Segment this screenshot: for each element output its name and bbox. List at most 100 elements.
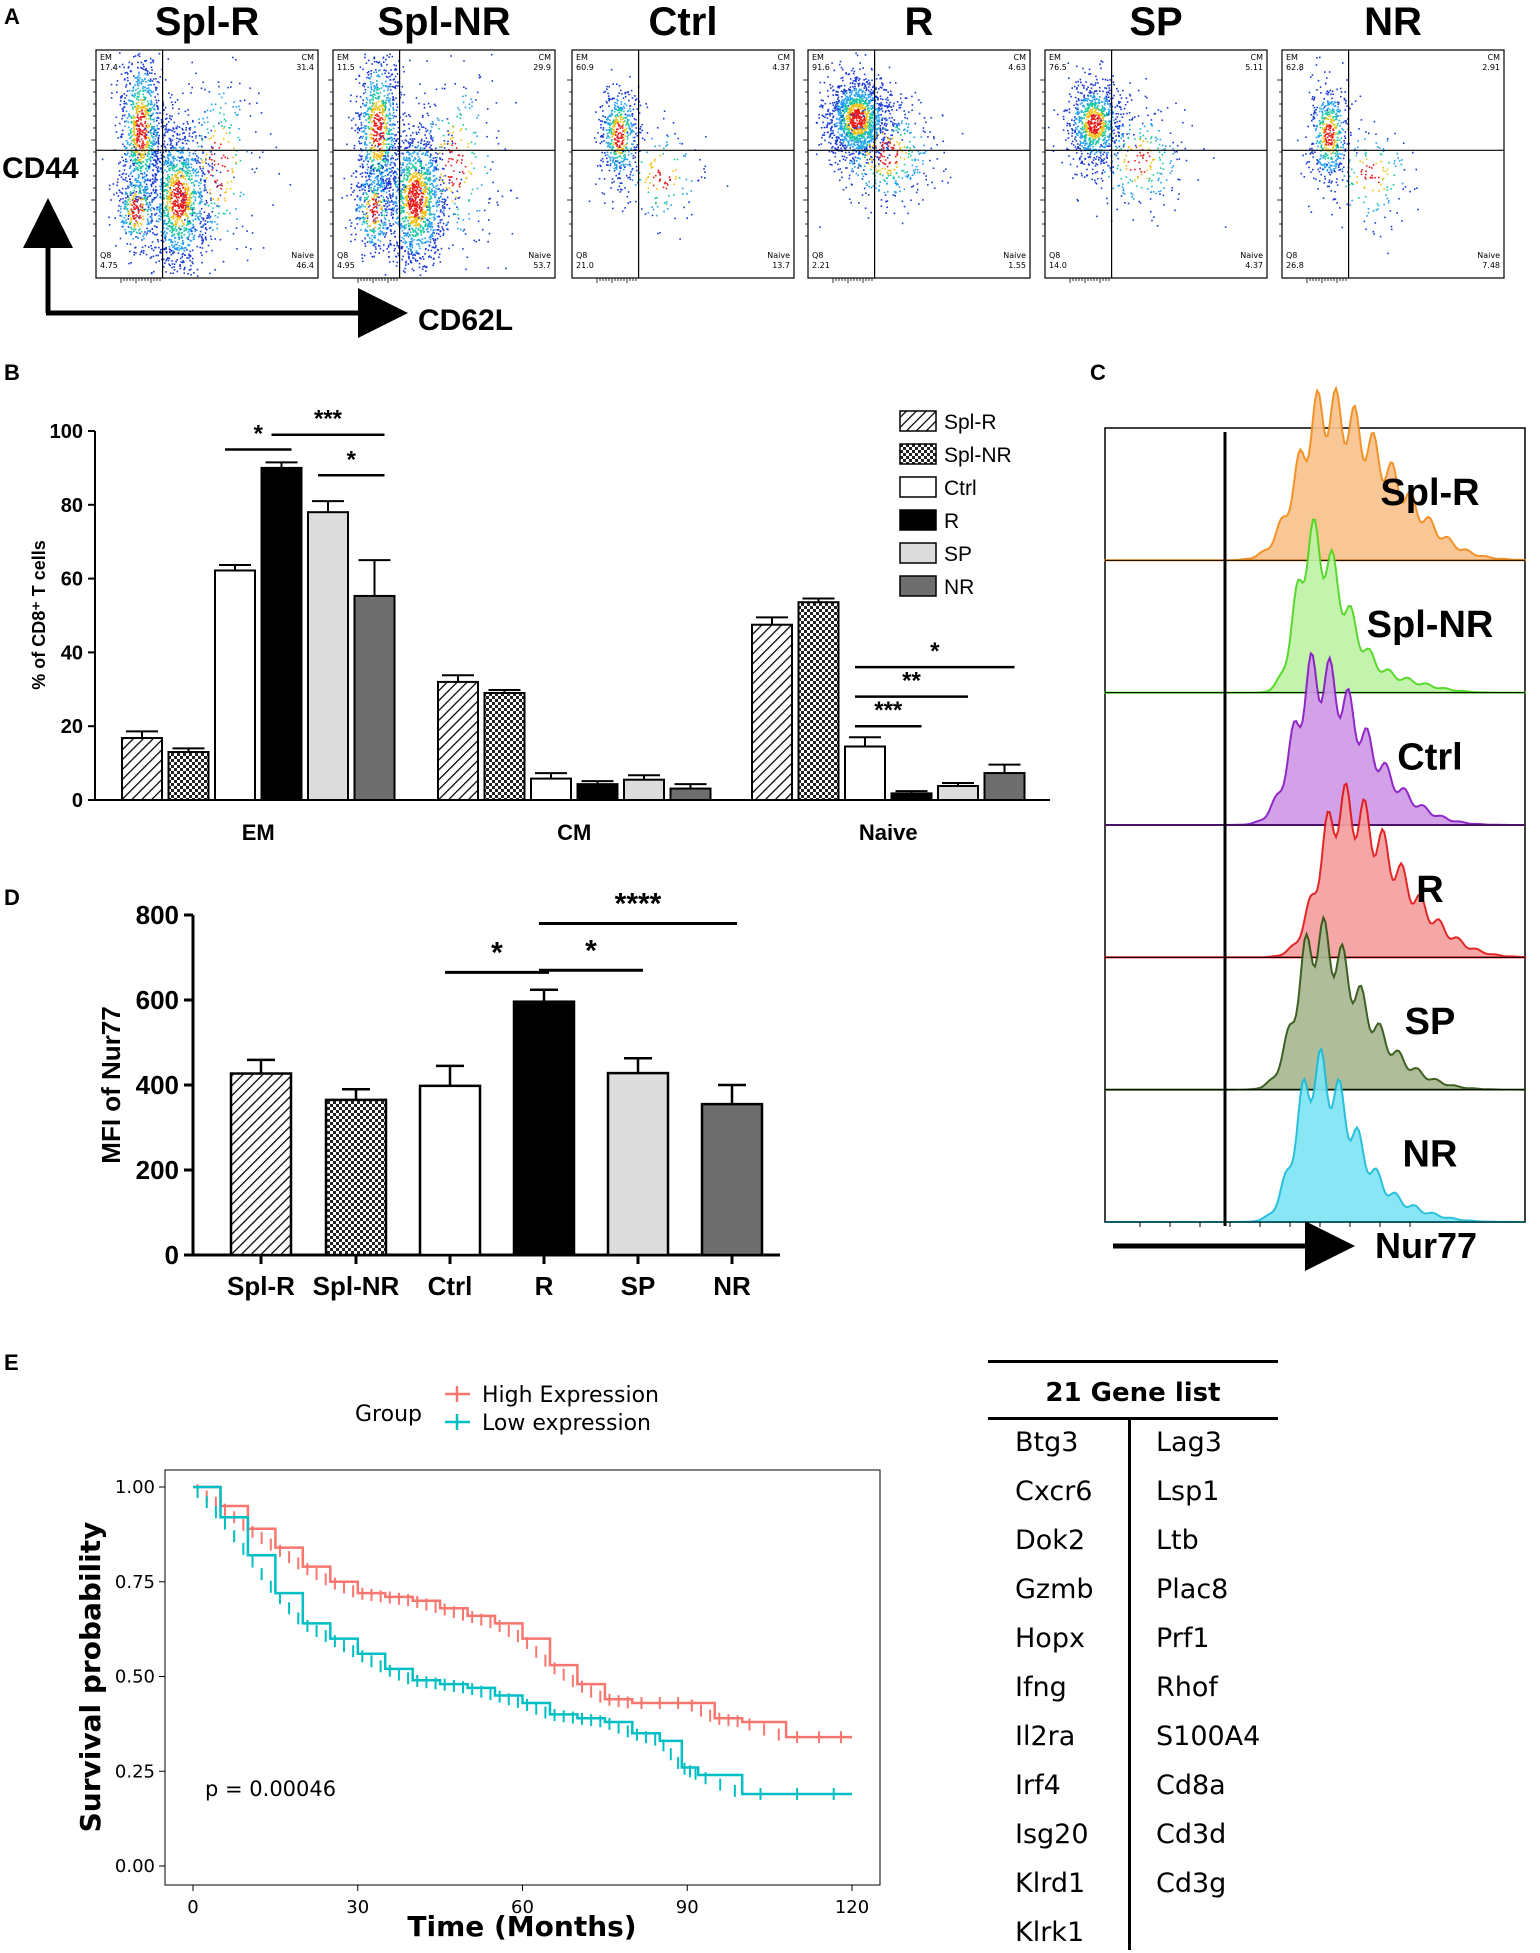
y-tick-label: 400: [136, 1070, 179, 1100]
flow-plot-frame: [332, 49, 556, 279]
legend-label: R: [944, 510, 959, 533]
gene-name: Btg3: [1015, 1427, 1079, 1458]
flow-plot-frame: [571, 49, 795, 279]
bar: [751, 623, 793, 801]
bar: [983, 772, 1026, 801]
quadrant-value-cm: 4.63: [1008, 63, 1026, 72]
flow-dots: [815, 52, 964, 228]
flow-plot-frame: [1044, 49, 1268, 279]
quadrant-label-em: EM: [576, 53, 588, 62]
flow-plot-title: Spl-R: [155, 0, 260, 44]
significance-label: **: [902, 668, 921, 695]
legend-label: Ctrl: [944, 477, 977, 500]
bar: [700, 1102, 764, 1257]
category-label: EM: [242, 820, 275, 845]
x-tick-label: 0: [187, 1897, 198, 1918]
y-tick-label: 1.00: [115, 1477, 155, 1498]
significance-label: *: [585, 934, 597, 967]
legend-swatch: [899, 443, 937, 465]
quadrant-label-em: EM: [100, 53, 112, 62]
y-tick-label: 60: [61, 569, 83, 591]
gene-name: Ltb: [1156, 1525, 1199, 1556]
table-top-rule: [988, 1360, 1278, 1363]
y-axis-title: Survival probability: [74, 1522, 107, 1833]
gene-name: Cd3g: [1156, 1868, 1227, 1899]
category-label: Spl-R: [227, 1271, 295, 1301]
quadrant-label-naive: Naive: [1003, 251, 1026, 260]
quadrant-label-naive: Naive: [1477, 251, 1500, 260]
gene-name: Gzmb: [1015, 1574, 1094, 1605]
histogram-label: Spl-R: [1380, 472, 1479, 514]
y-tick-label: 200: [136, 1155, 179, 1185]
legend-label: Spl-NR: [944, 444, 1012, 467]
bar: [512, 1000, 576, 1257]
quadrant-label-naive: Naive: [291, 251, 314, 260]
gene-name: Ifng: [1015, 1672, 1067, 1703]
y-tick-label: 0: [72, 790, 83, 812]
nur77-axis-label: Nur77: [1375, 1225, 1477, 1266]
gene-name: Dok2: [1015, 1525, 1086, 1556]
significance-label: *: [491, 936, 503, 969]
x-axis-title: Time (Months): [407, 1910, 636, 1943]
quadrant-label-q8: Q8: [1049, 251, 1060, 260]
flow-cytometry-panel: Spl-REM17.4CM31.4Q84.75Naive46.4Spl-NREM…: [91, 0, 1505, 283]
legend-swatch: [899, 476, 937, 498]
quadrant-label-naive: Naive: [1240, 251, 1263, 260]
bar: [576, 783, 619, 801]
quadrant-label-cm: CM: [302, 53, 315, 62]
bar: [623, 778, 665, 802]
category-label: Ctrl: [428, 1271, 473, 1301]
quadrant-label-q8: Q8: [1286, 251, 1297, 260]
bar: [606, 1071, 670, 1257]
quadrant-value-naive: 7.48: [1482, 261, 1500, 270]
bar: [483, 691, 526, 801]
x-tick-label: 60: [511, 1897, 534, 1918]
bar: [214, 569, 256, 801]
bar: [167, 751, 210, 802]
gene-list-table: 21 Gene list Btg3 Cxcr6 Dok2 Gzmb Hopx Ifng Il…: [988, 1360, 1278, 1950]
category-label: NR: [713, 1271, 751, 1301]
quadrant-label-em: EM: [1049, 53, 1061, 62]
quadrant-label-q8: Q8: [812, 251, 823, 260]
quadrant-value-q8: 26.8: [1286, 261, 1304, 270]
p-value-annotation: p = 0.00046: [205, 1777, 336, 1801]
gene-name: Klrk1: [1015, 1917, 1085, 1948]
bar: [890, 792, 933, 801]
gene-name: Lsp1: [1156, 1476, 1220, 1507]
quadrant-value-q8: 4.95: [337, 261, 355, 270]
legend-swatch: [899, 542, 937, 564]
cd62l-axis-label: CD62L: [418, 304, 513, 337]
significance-label: ***: [874, 697, 903, 724]
quadrant-value-naive: 4.37: [1245, 261, 1263, 270]
histogram-label: Ctrl: [1397, 736, 1462, 778]
quadrant-value-cm: 4.37: [772, 63, 790, 72]
table-header-rule: [988, 1417, 1278, 1420]
panel-letter-c: C: [1090, 360, 1106, 385]
category-label: Spl-NR: [313, 1271, 400, 1301]
flow-plot-title: SP: [1129, 0, 1182, 44]
significance-label: ****: [615, 888, 662, 921]
panel-letter-a: A: [4, 4, 20, 29]
quadrant-value-em: 76.5: [1049, 63, 1067, 72]
significance-label: ***: [314, 406, 343, 433]
gene-name: Klrd1: [1015, 1868, 1086, 1899]
histogram-label: R: [1416, 869, 1443, 911]
quadrant-value-q8: 14.0: [1049, 261, 1067, 270]
quadrant-value-naive: 1.55: [1008, 261, 1026, 270]
quadrant-label-q8: Q8: [576, 251, 587, 260]
bar: [937, 784, 979, 802]
gene-name: Cd3d: [1156, 1819, 1227, 1850]
quadrant-value-naive: 46.4: [296, 261, 314, 270]
quadrant-label-em: EM: [1286, 53, 1298, 62]
quadrant-value-q8: 21.0: [576, 261, 594, 270]
legend-title: Group: [355, 1402, 422, 1427]
bar: [418, 1084, 482, 1257]
legend-label: High Expression: [482, 1383, 659, 1408]
quadrant-label-cm: CM: [539, 53, 552, 62]
gene-name: Cd8a: [1156, 1770, 1226, 1801]
nur77-mfi-bar-chart: 0 200 400 600 800 MFI of Nur77 Spl-R Spl-NR Ctrl…: [96, 888, 780, 1301]
